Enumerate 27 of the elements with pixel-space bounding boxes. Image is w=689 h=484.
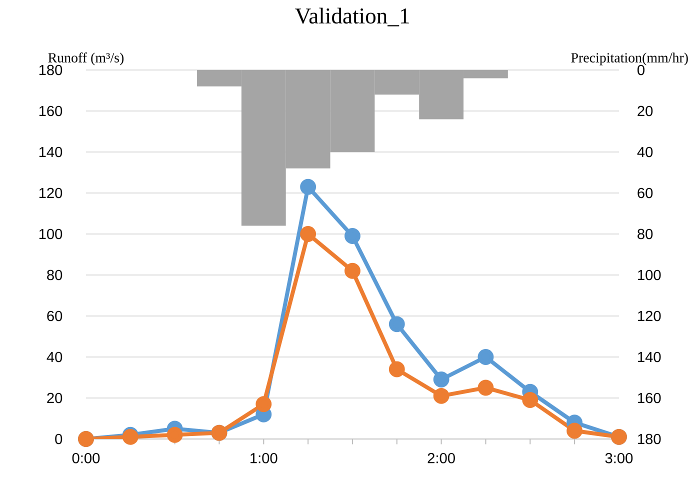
y2-axis-title: Precipitation(mm/hr) <box>571 52 688 66</box>
y-tick-label: 80 <box>47 270 62 280</box>
y2-tick-label: 60 <box>638 188 653 198</box>
y2-tick-label: 0 <box>638 64 644 76</box>
x-tick-label: 0:00 <box>72 452 100 464</box>
x-tick-label: 3:00 <box>605 452 633 464</box>
y2-tick-label: 160 <box>638 392 661 404</box>
y2-tick-label: 80 <box>638 228 653 240</box>
y-tick-label: 120 <box>39 188 62 198</box>
x-tick-label: 1:00 <box>250 452 278 464</box>
y-tick-label: 100 <box>39 228 62 240</box>
y-tick-label: 60 <box>47 310 62 322</box>
chart-title: Validation_1 <box>295 8 409 26</box>
y2-tick-label: 100 <box>638 270 661 280</box>
y-tick-label: 160 <box>39 106 62 116</box>
y2-tick-label: 140 <box>638 352 661 362</box>
y-tick-label: 0 <box>55 434 62 444</box>
y-tick-label: 20 <box>47 392 62 404</box>
y2-tick-label: 180 <box>638 434 661 444</box>
y2-tick-label: 20 <box>638 106 653 116</box>
y-tick-label: 40 <box>46 352 62 362</box>
y2-tick-label: 120 <box>638 310 661 322</box>
y-tick-label: 180 <box>39 64 62 76</box>
y2-tick-label: 40 <box>637 146 653 158</box>
x-tick-label: 2:00 <box>428 452 455 464</box>
y-axis-title: Runoff (m³/s) <box>48 52 124 66</box>
y-tick-label: 140 <box>39 146 62 158</box>
